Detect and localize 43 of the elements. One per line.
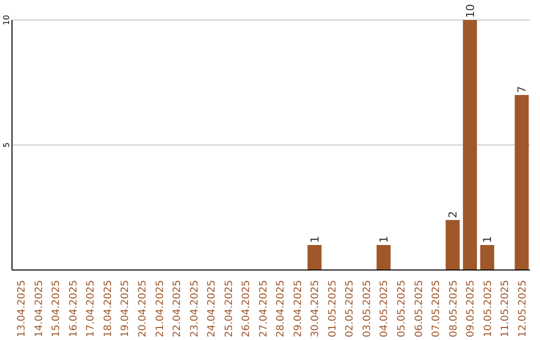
bar: [462, 20, 477, 270]
bar: [308, 245, 322, 270]
x-tick-label: 29.04.2025: [292, 280, 304, 338]
x-tick-label: 26.04.2025: [241, 280, 252, 338]
x-tick-label: 27.04.2025: [258, 280, 270, 338]
y-tick-label: 5: [2, 142, 11, 148]
x-tick-label: 03.05.2025: [362, 280, 373, 338]
x-tick-label: 12.05.2025: [517, 280, 528, 338]
x-tick-label: 01.05.2025: [327, 280, 338, 338]
x-tick-label: 24.04.2025: [206, 280, 218, 338]
x-tick-label: 23.04.2025: [189, 280, 200, 338]
x-tick-label: 19.04.2025: [120, 280, 132, 338]
bar: [376, 245, 391, 270]
x-tick-label: 15.04.2025: [51, 280, 62, 338]
data-label: 1: [378, 236, 391, 243]
x-tick-label: 17.04.2025: [86, 280, 97, 338]
x-tick-label: 20.04.2025: [138, 280, 148, 338]
x-tick-label: 07.05.2025: [431, 280, 442, 338]
bar: [514, 95, 529, 270]
x-tick-label: 11.05.2025: [500, 280, 512, 338]
x-tick-label: 16.04.2025: [68, 280, 80, 338]
x-tick-label: 10.05.2025: [482, 280, 494, 338]
x-tick-label: 22.04.2025: [172, 280, 184, 338]
x-tick-label: 08.05.2025: [448, 280, 460, 338]
x-tick-label: 02.05.2025: [344, 280, 356, 338]
data-label: 2: [446, 211, 460, 218]
x-tick-label: 30.04.2025: [310, 280, 322, 338]
x-tick-label: 28.04.2025: [276, 280, 287, 338]
data-label: 7: [516, 86, 529, 93]
x-tick-label: 21.04.2025: [154, 280, 166, 338]
data-label: 10: [464, 4, 477, 18]
bar: [446, 220, 460, 270]
x-tick-label: 18.04.2025: [102, 280, 114, 338]
x-tick-label: 05.05.2025: [396, 280, 408, 338]
data-label: 1: [308, 236, 322, 243]
x-tick-label: 09.05.2025: [466, 280, 477, 338]
x-tick-label: 04.05.2025: [379, 280, 390, 338]
x-tick-label: 13.04.2025: [16, 280, 28, 338]
bar: [480, 245, 494, 270]
x-tick-label: 25.04.2025: [224, 280, 235, 338]
x-tick-label: 14.04.2025: [34, 280, 45, 338]
x-tick-label: 06.05.2025: [414, 280, 425, 338]
data-label: 1: [481, 236, 494, 243]
